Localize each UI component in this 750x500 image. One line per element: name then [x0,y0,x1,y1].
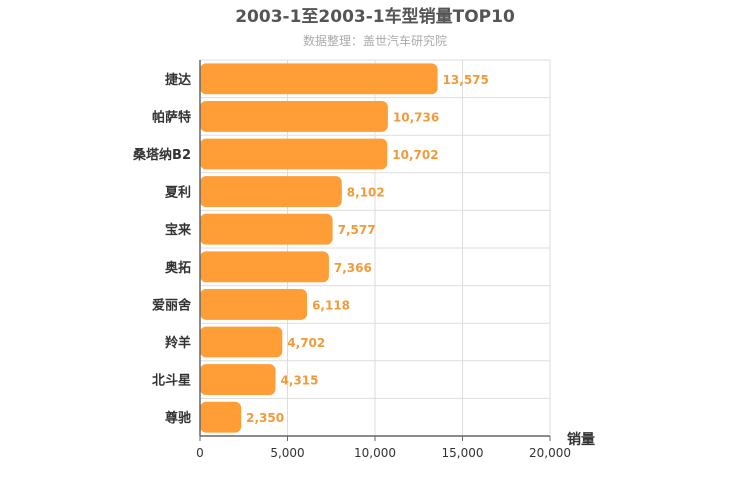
bar [200,100,388,132]
data-label: 8,102 [347,186,385,200]
data-label: 2,350 [246,411,284,425]
chart-title: 2003-1至2003-1车型销量TOP10 [235,6,515,27]
category-label: 爱丽舍 [152,297,192,313]
category-label: 尊驰 [165,410,191,426]
bar [200,326,283,358]
x-tick-label: 10,000 [354,446,396,460]
bar [200,401,242,433]
bar [200,251,329,283]
category-label: 奥拓 [165,260,191,276]
bars [200,63,438,433]
bar [200,63,438,95]
category-label: 捷达 [165,72,191,88]
bar [200,288,308,320]
data-label: 7,577 [338,223,376,237]
bar [200,138,388,170]
x-tick-label: 15,000 [442,446,484,460]
data-label: 10,702 [392,148,438,162]
x-tick-label: 0 [196,446,204,460]
data-label: 7,366 [334,261,372,275]
grid-lines [199,59,551,437]
category-label: 宝来 [165,222,192,238]
data-label: 4,315 [281,374,319,388]
data-label: 4,702 [287,336,325,350]
data-label: 13,575 [443,73,489,87]
bar [200,176,342,208]
category-label: 北斗星 [152,374,191,389]
chart-subtitle: 数据整理：盖世汽车研究院 [303,33,447,48]
bar [200,213,333,245]
data-label: 6,118 [312,298,350,312]
category-label: 桑塔纳B2 [132,147,191,163]
category-label: 夏利 [164,185,191,201]
x-tick-label: 20,000 [529,446,571,460]
x-tick-label: 5,000 [270,446,304,460]
bar [200,364,276,396]
data-label: 10,736 [393,110,439,124]
category-label: 羚羊 [165,335,191,351]
category-label: 帕萨特 [152,109,191,125]
x-axis-title: 销量 [567,431,595,448]
axes: 0 5,000 10,000 15,000 20,000 捷达 13,575 帕萨特 10,73… [132,60,571,460]
